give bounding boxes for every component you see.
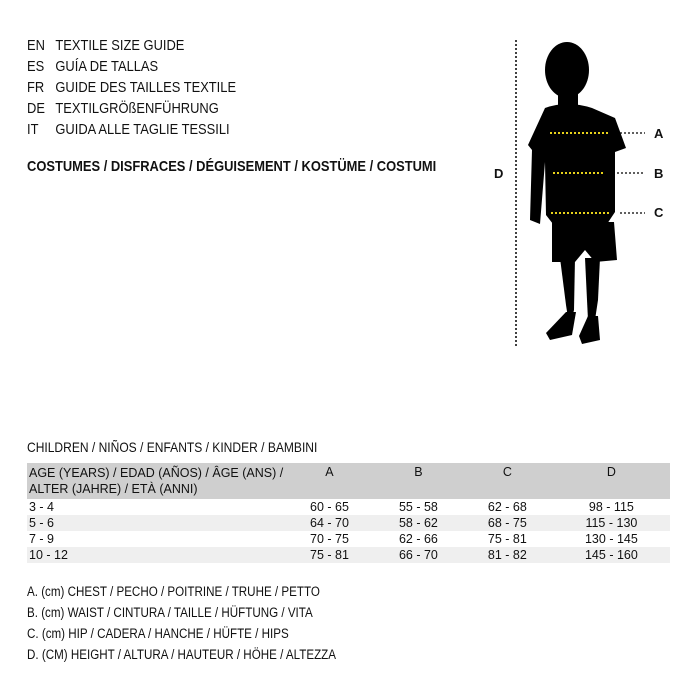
table-cell: 145 - 160 — [550, 547, 670, 563]
table-cell: 70 - 75 — [310, 532, 349, 546]
guide-title-de: DE TEXTILGRÖßENFÜHRUNG — [27, 100, 219, 117]
guide-title-en: EN TEXTILE SIZE GUIDE — [27, 37, 184, 54]
table-row: 3 - 4 60 - 65 55 - 58 62 - 68 98 - 115 — [27, 499, 670, 515]
child-silhouette-figure — [515, 40, 645, 346]
table-row: 10 - 12 75 - 81 66 - 70 81 - 82 145 - 160 — [27, 547, 670, 563]
label-a: A — [654, 126, 664, 141]
category-title: COSTUMES / DISFRACES / DÉGUISEMENT / KOS… — [27, 158, 437, 175]
table-cell: 75 - 81 — [284, 547, 373, 563]
table-row: 7 - 9 70 - 75 62 - 66 75 - 81 130 - 145 — [27, 531, 670, 547]
table-cell: 66 - 70 — [372, 547, 462, 563]
table-cell: 55 - 58 — [398, 500, 438, 514]
table-header-row: AGE (YEARS) / EDAD (AÑOS) / ÂGE (ANS) / … — [27, 463, 670, 499]
guide-title-text: GUIDE DES TAILLES TEXTILE — [55, 79, 237, 96]
legend-item: B. (cm) WAIST / CINTURA / TAILLE / HÜFTU… — [27, 605, 313, 620]
table-row: 5 - 6 64 - 70 58 - 62 68 - 75 115 - 130 — [27, 515, 670, 531]
guide-title-es: ES GUÍA DE TALLAS — [27, 58, 158, 75]
guide-title-text: GUÍA DE TALLAS — [55, 58, 159, 75]
guide-title-text: GUIDA ALLE TAGLIE TESSILI — [55, 121, 230, 138]
table-cell: 3 - 4 — [29, 500, 55, 514]
label-c: C — [654, 205, 664, 220]
guide-title-it: IT GUIDA ALLE TAGLIE TESSILI — [27, 121, 230, 138]
guide-title-text: TEXTILGRÖßENFÜHRUNG — [55, 100, 219, 117]
table-cell: 62 - 66 — [398, 532, 438, 546]
table-cell: 64 - 70 — [284, 515, 373, 531]
table-cell: 81 - 82 — [461, 547, 551, 563]
legend-item: A. (cm) CHEST / PECHO / POITRINE / TRUHE… — [27, 584, 320, 599]
table-cell: 115 - 130 — [550, 515, 670, 531]
language-code: ES — [27, 58, 45, 75]
table-cell: 60 - 65 — [310, 500, 349, 514]
language-code: EN — [27, 37, 45, 54]
table-cell: 62 - 68 — [487, 500, 527, 514]
table-cell: 10 - 12 — [27, 547, 284, 563]
guide-title-text: TEXTILE SIZE GUIDE — [55, 37, 185, 54]
table-caption: CHILDREN / NIÑOS / ENFANTS / KINDER / BA… — [27, 439, 318, 455]
language-code: IT — [27, 121, 39, 138]
table-cell: 98 - 115 — [588, 500, 634, 514]
child-silhouette-icon — [528, 42, 626, 344]
column-header-age: AGE (YEARS) / EDAD (AÑOS) / ÂGE (ANS) / … — [27, 463, 284, 499]
label-b: B — [654, 166, 664, 181]
guide-title-fr: FR GUIDE DES TAILLES TEXTILE — [27, 79, 236, 96]
legend-item: C. (cm) HIP / CADERA / HANCHE / HÜFTE / … — [27, 626, 289, 641]
language-code: FR — [27, 79, 45, 96]
column-header-c: C — [461, 463, 551, 499]
table-cell: 75 - 81 — [487, 532, 527, 546]
legend-item: D. (CM) HEIGHT / ALTURA / HAUTEUR / HÖHE… — [27, 647, 336, 662]
size-table: AGE (YEARS) / EDAD (AÑOS) / ÂGE (ANS) / … — [27, 463, 670, 563]
table-cell: 58 - 62 — [372, 515, 462, 531]
column-header-d: D — [550, 463, 670, 499]
table-cell: 5 - 6 — [27, 515, 284, 531]
table-cell: 68 - 75 — [461, 515, 551, 531]
table-cell: 7 - 9 — [29, 532, 55, 546]
label-d: D — [494, 166, 504, 181]
table-cell: 130 - 145 — [584, 532, 638, 546]
column-header-a: A — [284, 463, 373, 499]
language-code: DE — [27, 100, 45, 117]
column-header-b: B — [372, 463, 462, 499]
